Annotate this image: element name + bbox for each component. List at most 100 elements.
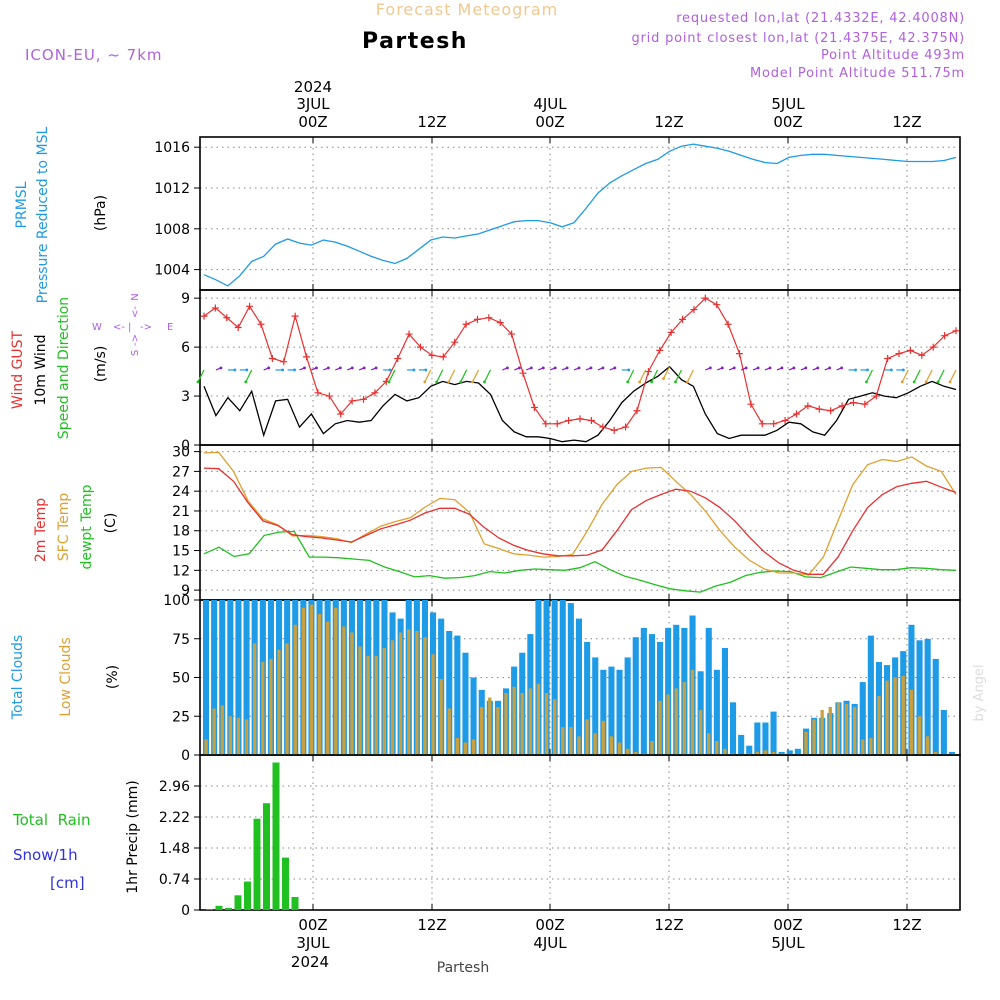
wind-direction-arrow xyxy=(728,366,736,371)
pressure-panel: 1004 1008 1012 1016 xyxy=(154,136,961,291)
gust-marker xyxy=(485,314,493,322)
low-cloud-bar xyxy=(901,676,905,755)
low-cloud-bar xyxy=(707,733,711,755)
wind-direction-arrow xyxy=(459,369,468,384)
top-hour-label: 00Z xyxy=(773,113,802,131)
gust-marker xyxy=(815,405,823,413)
low-cloud-bar xyxy=(358,646,362,755)
low-cloud-bar xyxy=(820,710,824,755)
gust-marker xyxy=(280,358,288,366)
top-year-label: 2024 xyxy=(294,78,332,96)
y-tick-label: 1008 xyxy=(154,222,190,238)
top-date-label: 5JUL xyxy=(771,95,805,113)
rain-bar xyxy=(272,762,280,910)
low-cloud-bar xyxy=(236,717,241,755)
y-tick-label: 18 xyxy=(172,524,190,540)
total-cloud-bar xyxy=(924,638,931,756)
wind-direction-arrow xyxy=(370,366,378,371)
wind-direction-arrow xyxy=(674,369,682,384)
low-cloud-bar xyxy=(301,607,305,756)
low-cloud-bar xyxy=(617,742,622,755)
low-cloud-bar xyxy=(836,702,841,755)
gust-marker xyxy=(303,353,311,361)
low-cloud-bar xyxy=(317,614,322,755)
gust-marker xyxy=(713,301,721,309)
y-tick-label: 1004 xyxy=(154,263,190,279)
wind-direction-arrow xyxy=(447,369,456,384)
gust-marker xyxy=(827,407,835,415)
wind-direction-arrow xyxy=(685,369,694,384)
low-cloud-bar xyxy=(382,648,386,755)
wind-direction-arrow xyxy=(287,368,296,372)
low-cloud-bar xyxy=(471,739,476,755)
gust-marker xyxy=(337,410,345,418)
low-cloud-bar xyxy=(277,649,281,755)
low-cloud-bar xyxy=(828,707,832,755)
panel-frame xyxy=(199,136,961,291)
total-cloud-bar xyxy=(535,600,542,755)
y-tick-label: 2.96 xyxy=(159,779,190,795)
gust-marker xyxy=(622,423,630,431)
snow-unit-label: [cm] xyxy=(50,874,85,892)
low-cloud-bar xyxy=(244,719,249,755)
wind-direction-arrow xyxy=(196,369,205,384)
low-cloud-bar xyxy=(601,720,605,755)
wind-panel: 0 3 6 9 xyxy=(181,289,961,454)
wind-direction-arrow xyxy=(812,366,820,371)
low-cloud-bar xyxy=(609,736,613,755)
total-cloud-bar xyxy=(916,640,923,755)
gust-marker xyxy=(451,338,459,346)
gust-marker xyxy=(724,320,732,328)
y-tick-label: 75 xyxy=(172,632,190,648)
wind-direction-arrow xyxy=(471,369,480,384)
rain-bar xyxy=(291,897,299,910)
low-cloud-bar xyxy=(666,694,670,755)
gust-marker xyxy=(656,346,664,354)
rain-bar xyxy=(253,818,261,910)
total-cloud-bar xyxy=(624,657,631,755)
svg-text:E: E xyxy=(167,322,173,333)
low-cloud-bar xyxy=(269,658,273,755)
wind-10m-line xyxy=(203,365,957,443)
wind-direction-arrow xyxy=(561,366,569,371)
gust-marker xyxy=(804,402,812,410)
t2m-label: 2m Temp xyxy=(33,498,49,562)
gust-marker xyxy=(200,312,208,320)
low-cloud-bar xyxy=(212,708,216,755)
panel-frame xyxy=(199,444,961,601)
top-date-label: 3JUL xyxy=(296,95,330,113)
total-cloud-bar xyxy=(640,627,647,755)
low-cloud-bar xyxy=(674,688,678,755)
gust-marker xyxy=(223,314,231,322)
low-cloud-bar xyxy=(496,707,500,755)
wind-direction-arrow xyxy=(299,366,306,371)
wind-direction-arrow xyxy=(483,369,492,384)
low-cloud-bar xyxy=(925,736,930,755)
gust-marker xyxy=(291,312,299,320)
gust-marker xyxy=(268,355,276,363)
gust-marker xyxy=(895,350,903,358)
low-cloud-bar xyxy=(504,693,508,755)
y-tick-label: 27 xyxy=(172,464,190,480)
top-hour-label: 12Z xyxy=(417,113,446,131)
low-cloud-bar xyxy=(650,741,654,755)
credit-watermark: by Angel xyxy=(972,664,987,721)
rain-bar xyxy=(234,895,242,910)
sfc-temp-line xyxy=(203,451,957,576)
wind-direction-arrow xyxy=(884,368,893,372)
low-cloud-bar xyxy=(593,733,597,755)
wind-direction-arrow xyxy=(597,366,605,371)
y-tick-label: 3 xyxy=(181,389,190,405)
low-cloud-bar xyxy=(431,654,435,756)
wind-direction-arrow xyxy=(936,369,945,384)
wind-direction-arrow xyxy=(406,368,416,372)
wind-direction-arrow xyxy=(650,369,659,384)
wind-direction-arrow xyxy=(358,366,366,371)
low-cloud-bar xyxy=(917,716,922,756)
total-cloud-bar xyxy=(721,648,728,755)
point-altitude: Point Altitude 493m xyxy=(821,48,965,63)
top-hour-label: 12Z xyxy=(892,113,921,131)
prmsl-desc-label: Pressure Reduced to MSL xyxy=(35,126,51,303)
prmsl-label: PRMSL xyxy=(14,181,30,228)
